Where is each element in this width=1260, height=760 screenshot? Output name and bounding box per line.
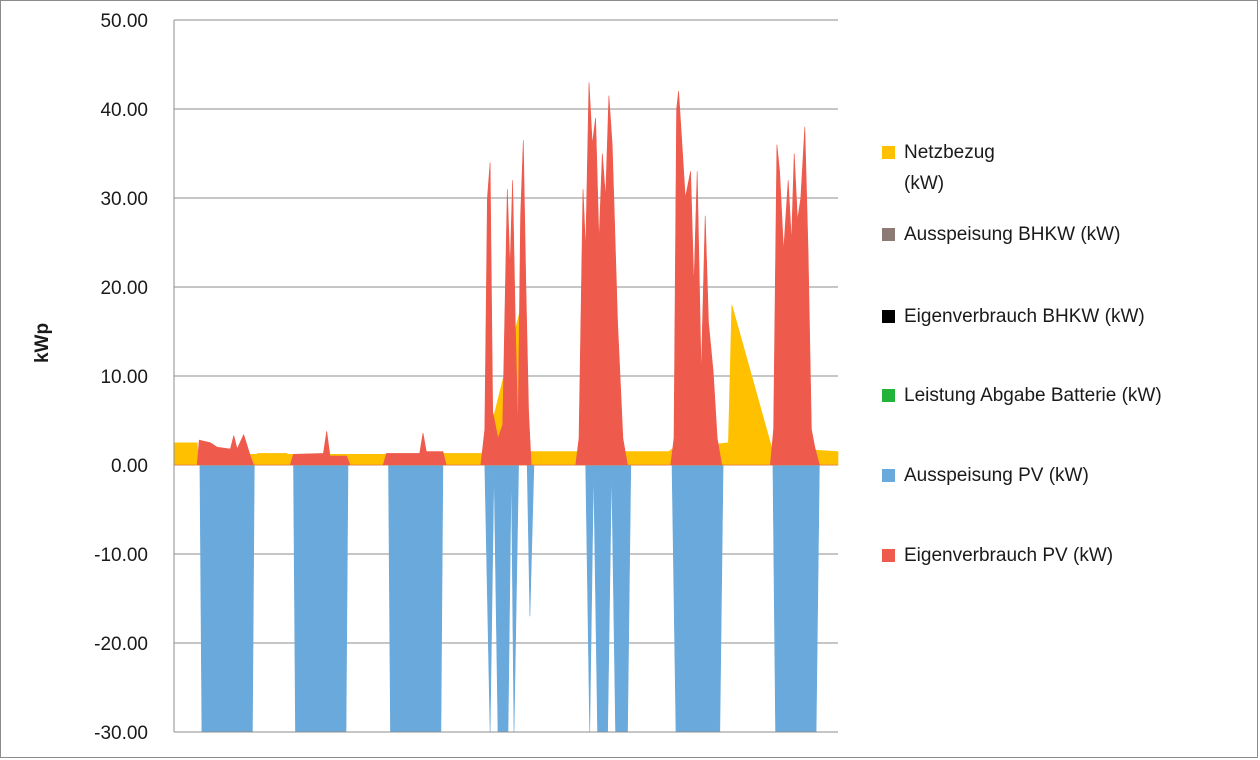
y-tick-label: 0.00 [111,456,148,477]
legend-swatch-eigenverbrauch-pv-kw [882,549,895,562]
y-tick-label: -10.00 [94,545,148,566]
legend-label-netzbezug-kw: (kW) [904,173,944,194]
series-area-eigenverbrauch-pv-kw [174,82,838,466]
y-tick-label: 20.00 [100,278,148,299]
legend-label-ausspeisung-pv-kw: Ausspeisung PV (kW) [904,465,1089,486]
y-axis-title: kWp [32,323,53,363]
series-areas [173,82,839,733]
y-tick-label: 30.00 [100,189,148,210]
legend-swatch-eigenverbrauch-bhkw-kw [882,310,895,323]
y-tick-label: 40.00 [100,100,148,121]
axes [173,20,838,733]
y-tick-label: -20.00 [94,634,148,655]
y-tick-label: -30.00 [94,723,148,744]
legend-label-leistung-abgabe-batterie-kw: Leistung Abgabe Batterie (kW) [904,385,1162,406]
legend: Netzbezug (kW) Ausspeisung BHKW (kW) Eigenv… [882,142,1162,566]
legend-label-netzbezug-kw: Netzbezug [904,142,995,163]
legend-label-ausspeisung-bhkw-kw: Ausspeisung BHKW (kW) [904,224,1120,245]
series-area-ausspeisung-pv-kw [174,464,838,733]
legend-swatch-netzbezug-kw [882,146,895,159]
legend-label-eigenverbrauch-pv-kw: Eigenverbrauch PV (kW) [904,545,1113,566]
legend-label-eigenverbrauch-bhkw-kw: Eigenverbrauch BHKW (kW) [904,306,1145,327]
legend-swatch-leistung-abgabe-batterie-kw [882,389,895,402]
y-tick-labels: 50.00 40.00 30.00 20.00 10.00 0.00 -10.00 -20.0… [94,11,148,744]
legend-swatch-ausspeisung-pv-kw [882,469,895,482]
y-tick-label: 10.00 [100,367,148,388]
y-tick-label: 50.00 [100,11,148,32]
legend-swatch-ausspeisung-bhkw-kw [882,228,895,241]
